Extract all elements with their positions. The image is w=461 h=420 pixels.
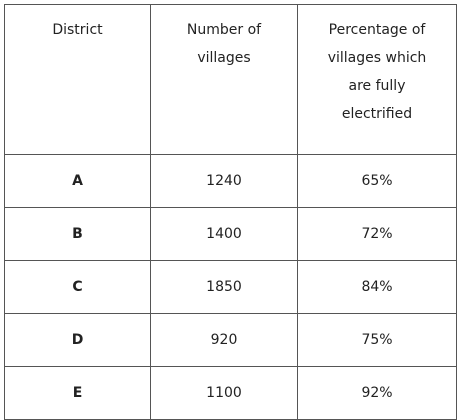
table-row: D 920 75% xyxy=(4,313,457,367)
table-cell: 75% xyxy=(297,313,457,367)
table-row: C 1850 84% xyxy=(4,260,457,314)
header-cell: Percentage of villages which are fully elec… xyxy=(297,4,457,155)
header-cell: Number of villages xyxy=(150,4,298,155)
table-row: B 1400 72% xyxy=(4,207,457,261)
table-cell: D xyxy=(4,313,151,367)
page: District Number of villages Percentage of vi… xyxy=(4,4,457,420)
header-text: villages which xyxy=(327,50,427,66)
header-text: are fully xyxy=(348,78,406,94)
table-cell: 1850 xyxy=(150,260,298,314)
data-table: District Number of villages Percentage of vi… xyxy=(4,4,457,420)
table-cell: 92% xyxy=(297,366,457,420)
header-cell: District xyxy=(4,4,151,155)
table-cell: 65% xyxy=(297,154,457,208)
header-text: Percentage of xyxy=(328,22,426,38)
header-row: District Number of villages Percentage of vi… xyxy=(4,4,457,155)
table-row: E 1100 92% xyxy=(4,366,457,420)
table-cell: E xyxy=(4,366,151,420)
header-text: villages xyxy=(197,50,251,66)
table-cell: 1100 xyxy=(150,366,298,420)
table-cell: B xyxy=(4,207,151,261)
table-cell: 84% xyxy=(297,260,457,314)
table-cell: 1240 xyxy=(150,154,298,208)
table-body: A 1240 65% B 1400 72% C 1850 84% D 920 75% E 1100 92% xyxy=(4,154,457,420)
header-text: Number of xyxy=(186,22,262,38)
table-cell: A xyxy=(4,154,151,208)
table-row: A 1240 65% xyxy=(4,154,457,208)
table-cell: 1400 xyxy=(150,207,298,261)
header-text: electrified xyxy=(341,106,413,122)
table-cell: C xyxy=(4,260,151,314)
table-cell: 920 xyxy=(150,313,298,367)
header-text: District xyxy=(52,22,103,38)
table-header: District Number of villages Percentage of vi… xyxy=(4,4,457,155)
table-cell: 72% xyxy=(297,207,457,261)
